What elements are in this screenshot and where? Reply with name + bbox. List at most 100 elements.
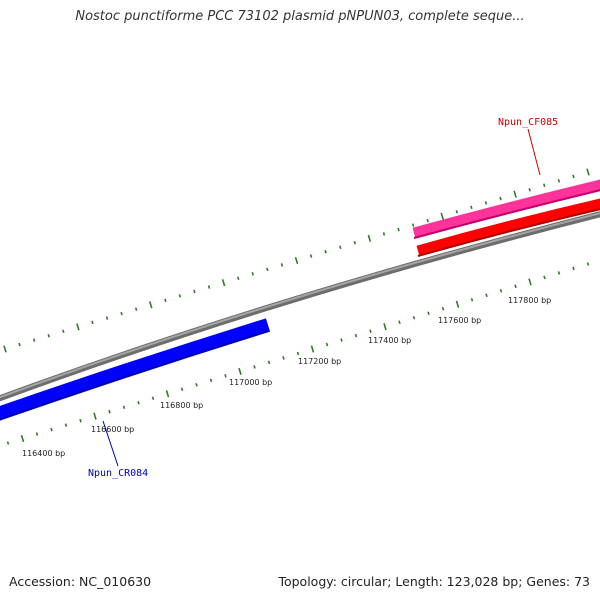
gene-bar-npun-cf085[interactable] — [412, 179, 600, 239]
minor-tick — [209, 378, 213, 383]
minor-tick — [91, 320, 94, 325]
minor-tick — [267, 360, 271, 365]
minor-tick — [151, 396, 155, 401]
minor-tick — [514, 284, 517, 289]
minor-tick — [6, 441, 10, 445]
minor-tick — [195, 383, 198, 387]
major-tick — [93, 412, 97, 420]
major-tick — [310, 345, 315, 353]
minor-tick — [543, 183, 546, 188]
minor-tick — [251, 271, 254, 276]
minor-tick — [266, 267, 269, 272]
minor-tick — [484, 201, 488, 205]
minor-tick — [120, 311, 123, 316]
minor-tick — [35, 432, 39, 436]
major-tick — [20, 434, 25, 443]
major-tick — [165, 390, 170, 398]
major-tick — [148, 301, 153, 309]
minor-tick — [164, 298, 167, 303]
major-tick — [367, 234, 372, 242]
map-title: Nostoc punctiforme PCC 73102 plasmid pNP… — [75, 9, 525, 24]
minor-tick — [382, 232, 386, 236]
minor-tick — [412, 315, 416, 320]
minor-tick — [193, 289, 196, 294]
minor-tick — [18, 342, 21, 347]
minor-tick — [572, 266, 575, 271]
scale-label: 117400 bp — [368, 336, 411, 345]
major-tick — [586, 168, 590, 176]
minor-tick — [137, 400, 140, 405]
minor-tick — [369, 329, 372, 333]
scale-label: 116400 bp — [22, 449, 65, 458]
outer-tick-ring — [3, 168, 590, 353]
gene-bar-npun-cr084[interactable] — [0, 318, 271, 421]
minor-tick — [485, 293, 488, 298]
minor-tick — [470, 298, 474, 302]
minor-tick — [105, 316, 109, 320]
minor-tick — [543, 275, 546, 280]
minor-tick — [64, 423, 68, 427]
minor-tick — [47, 333, 50, 338]
scale-labels: 116400 bp 116600 bp 116800 bp 117000 bp … — [22, 296, 551, 458]
minor-tick — [122, 405, 126, 409]
scale-label: 117600 bp — [438, 316, 481, 325]
scale-label: 117800 bp — [508, 296, 551, 305]
minor-tick — [325, 342, 329, 347]
minor-tick — [455, 210, 459, 214]
minor-tick — [207, 285, 211, 289]
minor-tick — [441, 306, 445, 311]
minor-tick — [499, 289, 503, 293]
major-tick — [528, 278, 532, 286]
minor-tick — [253, 365, 256, 369]
sequence-backbone-highlight — [0, 212, 600, 399]
major-tick — [238, 367, 242, 375]
gene-bar-secondary-forward[interactable] — [416, 198, 600, 257]
minor-tick — [557, 179, 561, 183]
gene-bar-npun-cf085-shade — [413, 189, 600, 239]
major-tick — [513, 190, 517, 198]
minor-tick — [470, 205, 473, 210]
major-tick — [221, 279, 226, 287]
minor-tick — [236, 276, 240, 280]
scale-label: 116600 bp — [91, 425, 134, 434]
minor-tick — [62, 329, 65, 334]
minor-tick — [79, 418, 82, 423]
gene-leader-npun-cf085 — [527, 128, 541, 176]
major-tick — [440, 212, 445, 220]
minor-tick — [282, 356, 285, 360]
minor-tick — [340, 338, 343, 342]
gene-label-npun-cr084[interactable]: Npun_CR084 — [88, 468, 148, 479]
minor-tick — [354, 333, 358, 338]
scale-label: 116800 bp — [160, 401, 203, 410]
gene-label-npun-cf085[interactable]: Npun_CF085 — [498, 117, 558, 128]
major-tick — [383, 323, 387, 331]
minor-tick — [280, 263, 284, 267]
minor-tick — [397, 227, 400, 232]
gene-bar-npun-cr084-shade — [0, 330, 269, 421]
inner-tick-ring — [6, 262, 590, 445]
minor-tick — [50, 427, 53, 432]
major-tick — [294, 256, 299, 265]
sequence-backbone — [0, 211, 600, 402]
minor-tick — [499, 196, 502, 201]
minor-tick — [426, 218, 429, 223]
minor-tick — [108, 409, 111, 414]
gene-leader-npun-cr084 — [102, 420, 119, 467]
minor-tick — [309, 254, 313, 258]
minor-tick — [134, 307, 138, 311]
minor-tick — [178, 294, 182, 298]
minor-tick — [180, 387, 184, 392]
minor-tick — [557, 271, 561, 275]
minor-tick — [586, 262, 590, 266]
scale-label: 117200 bp — [298, 357, 341, 366]
major-tick — [76, 323, 80, 331]
accession-text: Accession: NC_010630 — [9, 574, 152, 589]
minor-tick — [411, 223, 415, 227]
minor-tick — [339, 245, 342, 250]
major-tick — [3, 345, 7, 353]
minor-tick — [224, 374, 227, 378]
minor-tick — [398, 320, 401, 324]
scale-label: 117000 bp — [229, 378, 272, 387]
minor-tick — [32, 338, 36, 342]
